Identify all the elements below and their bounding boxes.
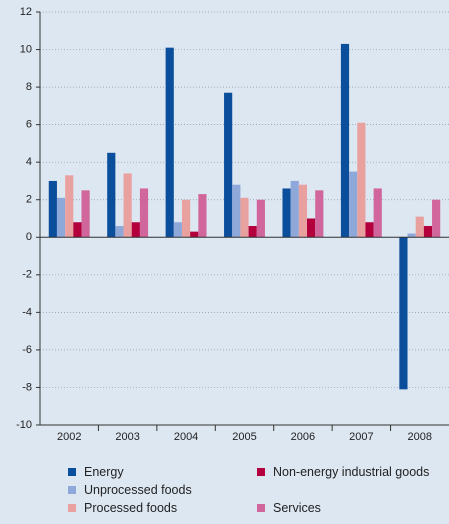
bar <box>349 171 358 238</box>
bar <box>56 197 66 238</box>
bar <box>298 184 308 238</box>
legend-item: Energy <box>68 463 254 481</box>
bar <box>139 188 149 238</box>
y-tick-label: 12 <box>20 6 32 18</box>
legend-swatch <box>257 504 265 512</box>
legend-swatch <box>68 468 76 476</box>
x-tick-label: 2006 <box>291 431 315 443</box>
bar <box>224 92 233 238</box>
x-tick-label: 2004 <box>174 431 198 443</box>
bar <box>240 197 249 238</box>
x-tick-label: 2002 <box>57 431 81 443</box>
bar <box>340 43 350 238</box>
bar <box>307 218 316 238</box>
legend-label: Unprocessed foods <box>84 483 192 497</box>
bar <box>423 226 433 238</box>
legend-label: Non-energy industrial goods <box>273 465 430 479</box>
y-tick-label: 8 <box>26 81 32 93</box>
bar <box>81 190 90 238</box>
bar <box>432 199 441 238</box>
bar <box>73 222 82 238</box>
legend-label: Energy <box>84 465 124 479</box>
y-tick-label: -2 <box>22 269 32 281</box>
bar <box>173 222 182 238</box>
legend-label: Processed foods <box>84 501 178 515</box>
legend-item: Non-energy industrial goods <box>257 463 443 481</box>
legend-item: Unprocessed foods <box>68 481 254 499</box>
bar <box>181 199 191 238</box>
bar <box>48 180 57 238</box>
bar <box>399 237 408 390</box>
legend-swatch <box>68 486 76 494</box>
y-tick-label: 2 <box>26 194 32 206</box>
bar <box>256 199 265 238</box>
bar <box>115 226 124 238</box>
bar <box>107 152 116 238</box>
y-tick-label: -4 <box>22 306 32 318</box>
bar <box>248 226 257 238</box>
y-tick-label: -10 <box>16 419 32 431</box>
y-tick-label: -6 <box>22 344 32 356</box>
y-tick-label: 0 <box>26 231 32 243</box>
y-tick-label: 6 <box>26 119 32 131</box>
legend-label: Services <box>273 501 321 515</box>
y-tick-label: 4 <box>26 156 32 168</box>
bar <box>415 216 424 238</box>
y-tick-label: -8 <box>22 381 32 393</box>
bar <box>290 180 299 238</box>
x-tick-label: 2003 <box>115 431 139 443</box>
legend-item: Services <box>257 499 443 517</box>
bar <box>65 175 74 238</box>
y-tick-label: 10 <box>20 43 32 55</box>
bar <box>123 173 132 238</box>
bar <box>407 233 416 238</box>
legend-item: Processed foods <box>68 499 254 517</box>
bar <box>282 188 291 238</box>
bar <box>131 222 140 238</box>
bar <box>365 222 374 238</box>
legend-swatch <box>68 504 76 512</box>
legend-swatch <box>257 468 265 476</box>
x-tick-label: 2007 <box>349 431 373 443</box>
bar <box>198 194 207 238</box>
bar <box>190 231 199 238</box>
bar <box>165 47 174 238</box>
x-tick-label: 2005 <box>232 431 256 443</box>
bar <box>373 188 382 238</box>
bar <box>232 184 241 238</box>
bar <box>315 190 324 238</box>
bar <box>357 122 366 238</box>
x-tick-label: 2008 <box>408 431 432 443</box>
